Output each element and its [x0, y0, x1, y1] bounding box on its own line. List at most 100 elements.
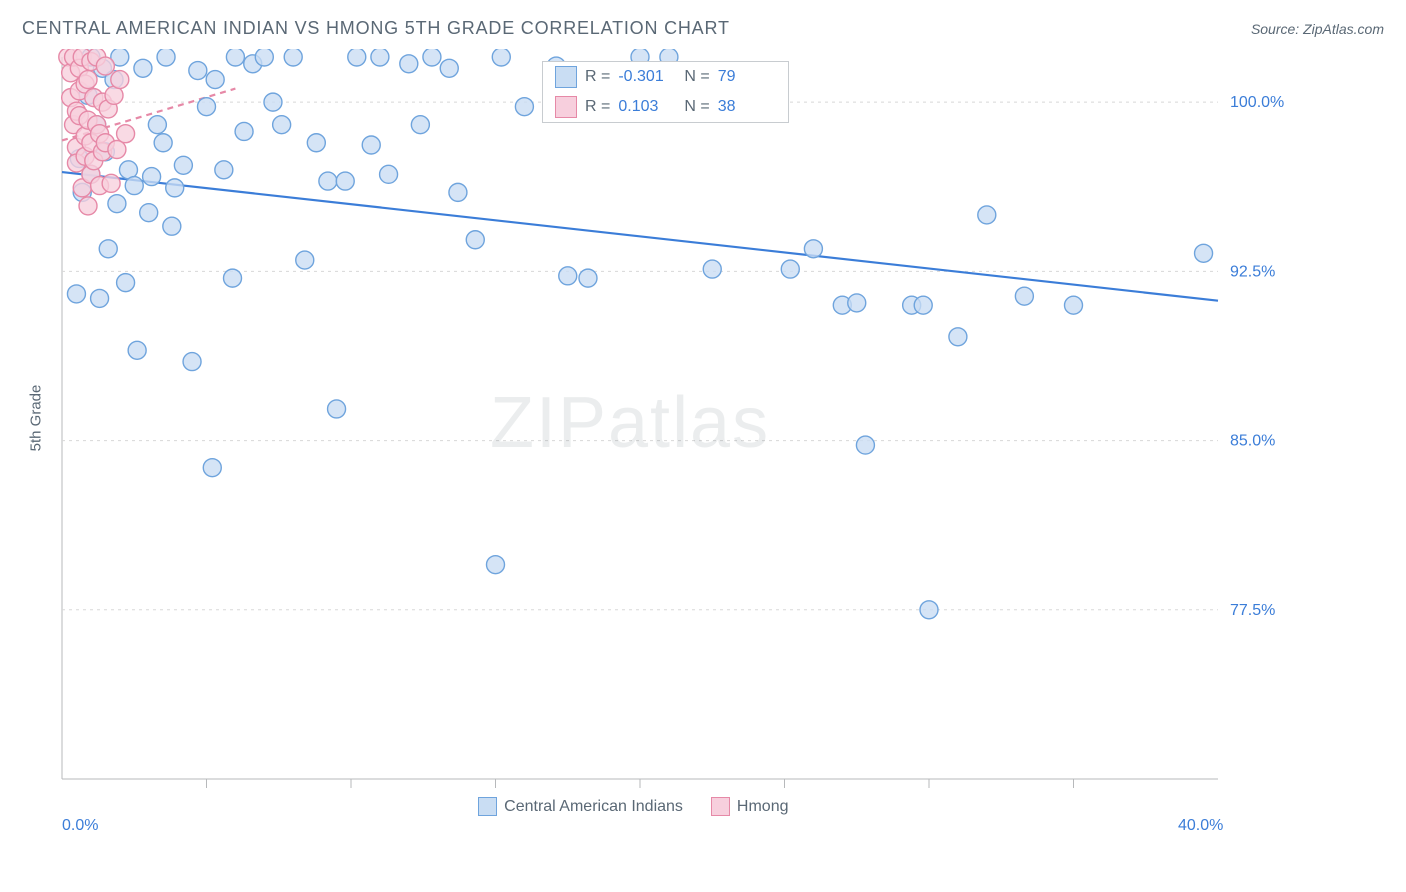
data-point — [125, 177, 143, 195]
correlation-scatter-chart: 77.5% 85.0% 92.5% 100.0% — [22, 49, 1308, 819]
data-point — [856, 436, 874, 454]
data-point — [411, 116, 429, 134]
data-point — [1065, 296, 1083, 314]
legend-r-label: R = — [585, 68, 610, 86]
legend-r-label: R = — [585, 98, 610, 116]
data-point — [140, 204, 158, 222]
data-point — [949, 328, 967, 346]
legend-swatch — [711, 797, 730, 816]
data-point — [978, 206, 996, 224]
legend-row: R = 0.103 N = 38 — [543, 92, 788, 122]
chart-header: CENTRAL AMERICAN INDIAN VS HMONG 5TH GRA… — [0, 0, 1406, 45]
data-point — [848, 294, 866, 312]
data-point — [449, 183, 467, 201]
data-point — [515, 98, 533, 116]
data-point — [206, 71, 224, 89]
data-point — [307, 134, 325, 152]
x-axis-min-label: 0.0% — [62, 817, 98, 835]
data-point — [143, 168, 161, 186]
data-point — [203, 459, 221, 477]
data-point — [226, 49, 244, 66]
source-label: Source: ZipAtlas.com — [1251, 21, 1384, 37]
data-point — [157, 49, 175, 66]
legend-n-label: N = — [684, 68, 709, 86]
data-point — [336, 172, 354, 190]
data-point — [781, 260, 799, 278]
data-point — [183, 353, 201, 371]
legend-row: R = -0.301 N = 79 — [543, 62, 788, 92]
data-point — [108, 141, 126, 159]
data-point — [117, 274, 135, 292]
data-point — [400, 55, 418, 73]
data-point — [128, 341, 146, 359]
data-point — [108, 195, 126, 213]
data-point — [264, 93, 282, 111]
data-point — [99, 240, 117, 258]
data-point — [91, 289, 109, 307]
data-point — [163, 217, 181, 235]
data-point — [154, 134, 172, 152]
data-point — [79, 197, 97, 215]
legend-swatch — [555, 66, 577, 88]
data-point — [440, 59, 458, 77]
data-point — [914, 296, 932, 314]
y-tick-label: 100.0% — [1230, 94, 1284, 111]
data-point — [1015, 287, 1033, 305]
data-point — [79, 71, 97, 89]
data-point — [296, 251, 314, 269]
series-legend: Central American Indians Hmong — [478, 797, 788, 816]
data-point — [67, 285, 85, 303]
data-point — [134, 59, 152, 77]
x-axis-max-label: 40.0% — [1178, 817, 1223, 835]
data-point — [166, 179, 184, 197]
data-point — [371, 49, 389, 66]
data-point — [319, 172, 337, 190]
data-point — [1195, 244, 1213, 262]
legend-n-value: 79 — [718, 68, 776, 86]
legend-r-value: -0.301 — [618, 68, 676, 86]
data-point — [559, 267, 577, 285]
y-tick-label: 92.5% — [1230, 263, 1275, 280]
data-point — [102, 174, 120, 192]
data-point — [362, 136, 380, 154]
data-point — [224, 269, 242, 287]
data-point — [487, 556, 505, 574]
legend-label: Central American Indians — [504, 798, 683, 816]
data-point — [215, 161, 233, 179]
data-point — [348, 49, 366, 66]
data-point — [111, 71, 129, 89]
data-point — [703, 260, 721, 278]
data-point — [117, 125, 135, 143]
data-point — [579, 269, 597, 287]
data-point — [284, 49, 302, 66]
data-point — [148, 116, 166, 134]
chart-title: CENTRAL AMERICAN INDIAN VS HMONG 5TH GRA… — [22, 18, 730, 39]
data-point — [198, 98, 216, 116]
data-point — [273, 116, 291, 134]
data-point — [235, 122, 253, 140]
chart-container: 5th Grade 77.5%85.0%92.5%100.0% ZIPatlas… — [22, 49, 1384, 819]
data-point — [492, 49, 510, 66]
legend-label: Hmong — [737, 798, 789, 816]
data-point — [466, 231, 484, 249]
data-point — [920, 601, 938, 619]
correlation-legend-box: R = -0.301 N = 79 R = 0.103 N = 38 — [542, 61, 789, 123]
legend-swatch — [478, 797, 497, 816]
legend-item: Central American Indians — [478, 797, 683, 816]
data-point — [96, 57, 114, 75]
y-tick-label: 85.0% — [1230, 433, 1275, 450]
data-point — [328, 400, 346, 418]
y-axis-label: 5th Grade — [28, 385, 45, 452]
data-point — [380, 165, 398, 183]
legend-r-value: 0.103 — [618, 98, 676, 116]
legend-n-label: N = — [684, 98, 709, 116]
legend-swatch — [555, 96, 577, 118]
y-tick-label: 77.5% — [1230, 602, 1275, 619]
data-point — [189, 62, 207, 80]
legend-n-value: 38 — [718, 98, 776, 116]
data-point — [255, 49, 273, 66]
data-point — [804, 240, 822, 258]
data-point — [174, 156, 192, 174]
legend-item: Hmong — [711, 797, 789, 816]
data-point — [423, 49, 441, 66]
